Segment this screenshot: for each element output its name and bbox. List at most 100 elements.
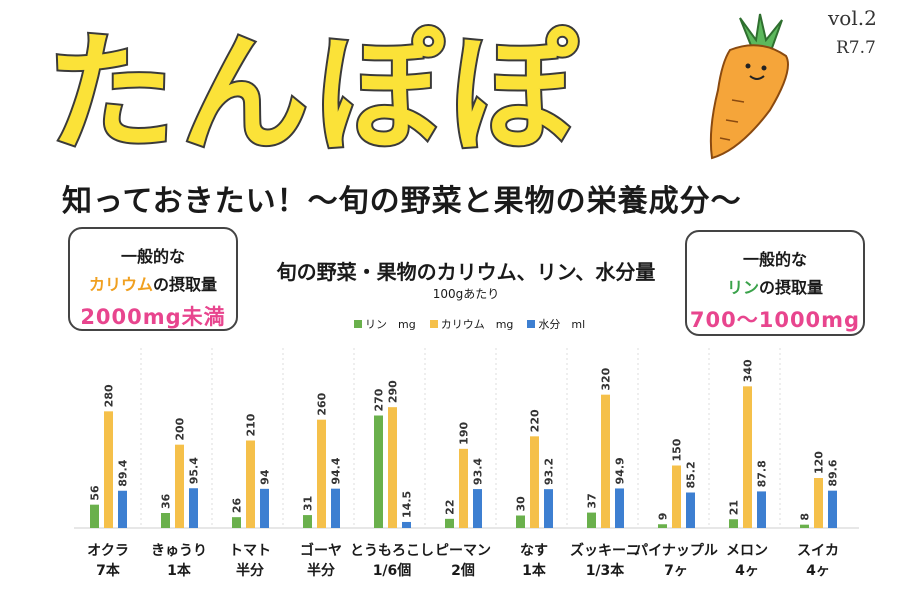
data-label-potassium: 260 (316, 392, 329, 415)
phosphorus-box-line2-rest: の摂取量 (759, 278, 824, 297)
potassium-highlight: カリウム (88, 275, 153, 294)
bar-phosphorus (516, 515, 525, 528)
logo-text: たんぽぽ (47, 20, 583, 160)
bar-water (686, 492, 695, 528)
category-label: パイナップル (634, 543, 718, 559)
category-label: スイカ (797, 543, 839, 559)
category-portion-label: 4ヶ (806, 563, 830, 579)
data-label-water: 89.4 (117, 459, 130, 486)
data-label-phosphorus: 56 (89, 485, 102, 501)
bar-water (402, 521, 411, 528)
bar-potassium (530, 436, 539, 528)
legend-swatch-water (527, 320, 536, 328)
volume-label: vol.2 (828, 6, 877, 30)
bar-water (189, 488, 198, 528)
data-label-water: 94 (259, 469, 272, 485)
data-label-phosphorus: 270 (373, 388, 386, 411)
carrot-leaves-icon (739, 13, 783, 49)
potassium-intake-box: 一般的な カリウムの摂取量 2000mg未満 (68, 227, 238, 331)
bar-water (118, 490, 127, 528)
data-label-water: 93.4 (472, 458, 485, 485)
bar-potassium (672, 465, 681, 528)
bar-phosphorus (232, 517, 241, 528)
data-label-potassium: 190 (458, 422, 471, 445)
data-label-water: 93.2 (543, 458, 556, 485)
bar-potassium (814, 478, 823, 528)
category-label: ゴーヤ (300, 542, 342, 559)
category-portion-label: 1/6個 (373, 562, 412, 579)
data-label-water: 89.6 (827, 459, 840, 486)
category-label: なす (520, 543, 548, 559)
chart-title: 旬の野菜・果物のカリウム、リン、水分量 (276, 260, 656, 284)
phosphorus-intake-box: 一般的な リンの摂取量 700～1000mg (685, 230, 865, 336)
legend-swatch-potassium (429, 320, 438, 328)
legend-swatch-phosphorus (354, 320, 362, 328)
bar-phosphorus (729, 519, 738, 528)
category-portion-label: 7ヶ (664, 563, 688, 579)
category-label: きゅうり (151, 543, 207, 559)
phosphorus-highlight: リン (726, 278, 759, 297)
data-label-phosphorus: 21 (728, 500, 741, 515)
bar-water (260, 488, 269, 528)
data-label-potassium: 150 (671, 438, 684, 461)
data-label-water: 87.8 (756, 460, 769, 487)
bar-phosphorus (90, 504, 99, 528)
bar-chart: 56 280 89.4 オクラ 7本 36 200 95.4 きゅうり 1本 26 210 94 トマト半… (74, 348, 859, 579)
data-label-water: 85.2 (685, 461, 698, 488)
potassium-box-line1: 一般的な (120, 247, 185, 266)
category-portion-label: 2個 (451, 562, 475, 579)
data-label-potassium: 340 (742, 359, 755, 382)
headline: 知っておきたい！～旬の野菜と果物の栄養成分～ (62, 184, 742, 219)
category-portion-label: 半分 (236, 562, 264, 579)
bar-potassium (175, 444, 184, 528)
data-label-potassium: 120 (813, 451, 826, 474)
data-label-potassium: 320 (600, 367, 613, 390)
bar-phosphorus (800, 524, 809, 528)
legend-item-water: 水分 ml (527, 316, 585, 332)
data-label-potassium: 200 (174, 417, 187, 440)
bar-phosphorus (374, 415, 383, 528)
phosphorus-box-line1: 一般的な (742, 250, 807, 269)
data-label-phosphorus: 8 (799, 513, 812, 521)
legend-label-potassium: カリウム mg (440, 318, 514, 331)
data-label-water: 94.9 (614, 457, 627, 484)
data-label-phosphorus: 26 (231, 498, 244, 514)
data-label-phosphorus: 36 (160, 493, 173, 509)
legend-label-phosphorus: リン mg (365, 318, 416, 331)
bar-water (473, 489, 482, 528)
bar-potassium (601, 394, 610, 528)
data-label-phosphorus: 31 (302, 496, 315, 511)
carrot-illustration (709, 13, 789, 160)
potassium-box-line2-rest: の摂取量 (153, 275, 218, 294)
bar-water (828, 490, 837, 528)
carrot-body-icon (709, 44, 789, 160)
bar-potassium (317, 419, 326, 528)
phosphorus-box-line2: リンの摂取量 (687, 274, 863, 298)
data-label-phosphorus: 37 (586, 493, 599, 508)
category-label: とうもろこし (350, 543, 434, 559)
category-portion-label: 半分 (307, 562, 335, 579)
legend-item-potassium: カリウム mg (429, 316, 514, 332)
data-label-potassium: 290 (387, 380, 400, 403)
issue-date: R7.7 (836, 38, 876, 58)
legend-label-water: 水分 ml (538, 318, 586, 331)
bar-potassium (459, 448, 468, 528)
legend-item-phosphorus: リン mg (354, 316, 416, 332)
phosphorus-intake-value: 700～1000mg (689, 308, 861, 332)
category-portion-label: 1本 (522, 562, 547, 579)
potassium-box-line2: カリウムの摂取量 (70, 271, 236, 295)
bar-potassium (743, 386, 752, 528)
data-label-phosphorus: 9 (657, 513, 670, 521)
category-label: オクラ (87, 543, 129, 559)
category-portion-label: 4ヶ (735, 563, 759, 579)
bar-phosphorus (587, 512, 596, 528)
data-label-potassium: 280 (103, 384, 116, 407)
bar-phosphorus (445, 518, 454, 528)
data-label-water: 95.4 (188, 457, 201, 484)
data-label-phosphorus: 22 (444, 500, 457, 515)
logo-title: たんぽぽ (45, 18, 583, 160)
chart-legend: リン mg カリウム mg 水分 ml (354, 316, 585, 332)
bar-phosphorus (303, 515, 312, 528)
category-label: ズッキーニ (570, 542, 640, 559)
data-label-water: 14.5 (401, 491, 414, 518)
